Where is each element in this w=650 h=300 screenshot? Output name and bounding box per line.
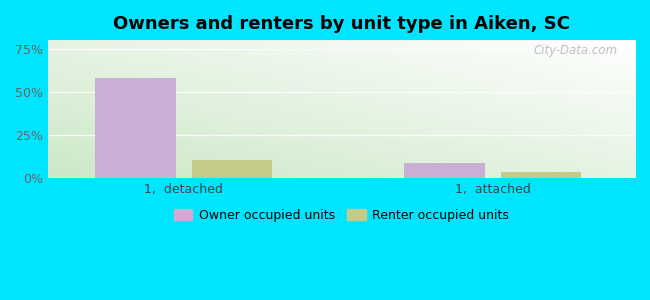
Bar (501, 172, 581, 178)
Bar (96, 78, 176, 178)
Bar (404, 163, 485, 178)
Text: City-Data.com: City-Data.com (533, 44, 618, 57)
Title: Owners and renters by unit type in Aiken, SC: Owners and renters by unit type in Aiken… (113, 15, 570, 33)
Bar (192, 160, 272, 178)
Legend: Owner occupied units, Renter occupied units: Owner occupied units, Renter occupied un… (169, 204, 514, 227)
